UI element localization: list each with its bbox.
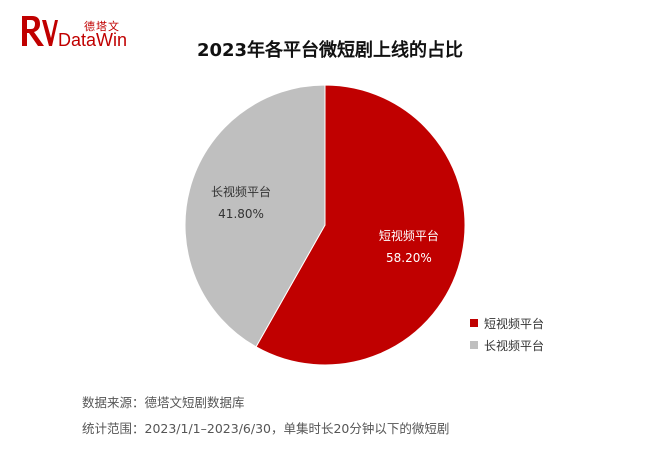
slice-label-long-video: 长视频平台 41.80% xyxy=(201,181,281,225)
datawin-logo-mark-icon xyxy=(22,16,58,46)
legend-swatch-long-video xyxy=(470,341,478,349)
pie-slice-long-video xyxy=(184,84,326,348)
statistics-scope-note: 统计范围：2023/1/1–2023/6/30，单集时长20分钟以下的微短剧 xyxy=(82,421,450,436)
chart-legend: 短视频平台 长视频平台 xyxy=(470,312,544,356)
slice-label-short-video: 短视频平台 58.20% xyxy=(369,225,449,269)
chart-title: 2023年各平台微短剧上线的占比 xyxy=(196,40,464,61)
legend-swatch-short-video xyxy=(470,319,478,327)
slice-name: 短视频平台 xyxy=(378,229,439,244)
slice-percent: 58.20% xyxy=(386,251,432,266)
legend-label-short-video: 短视频平台 xyxy=(484,316,545,331)
legend-label-long-video: 长视频平台 xyxy=(484,338,545,353)
datawin-logo: 德塔文 DataWin xyxy=(18,10,128,50)
slice-name: 长视频平台 xyxy=(211,184,272,199)
data-source-note: 数据来源：德塔文短剧数据库 xyxy=(82,395,245,410)
legend-item-long-video: 长视频平台 xyxy=(470,334,544,356)
legend-item-short-video: 短视频平台 xyxy=(470,312,544,334)
slice-percent: 41.80% xyxy=(218,206,264,221)
logo-english-name: DataWin xyxy=(58,30,128,50)
pie-slice-short-video xyxy=(255,84,466,366)
logo-chinese-name: 德塔文 xyxy=(84,20,120,33)
